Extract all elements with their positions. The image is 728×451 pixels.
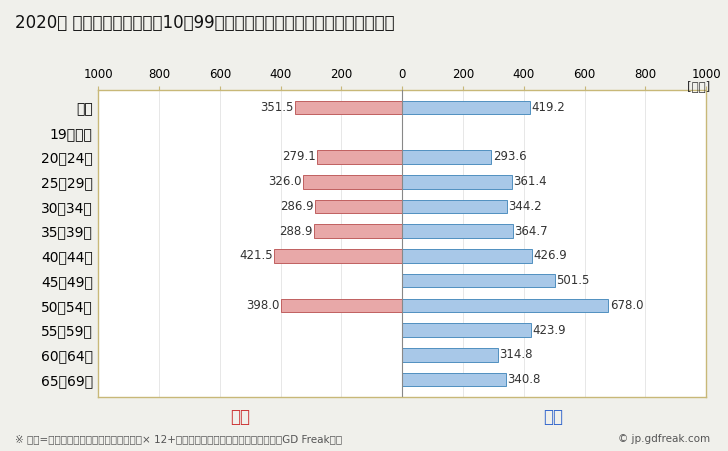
Bar [403,224,513,238]
Bar [317,150,403,164]
Text: 501.5: 501.5 [556,274,590,287]
Text: 340.8: 340.8 [507,373,541,386]
Text: 678.0: 678.0 [610,299,644,312]
Text: 351.5: 351.5 [261,101,294,114]
Text: 314.8: 314.8 [499,348,533,361]
Bar [303,175,403,189]
Bar [403,101,530,114]
Text: [万円]: [万円] [687,81,710,94]
Text: 2020年 民間企業（従業者数10〜99人）フルタイム労働者の男女別平均年収: 2020年 民間企業（従業者数10〜99人）フルタイム労働者の男女別平均年収 [15,14,394,32]
Bar [403,175,512,189]
Text: 293.6: 293.6 [493,151,526,163]
Bar [403,373,506,387]
Bar [403,348,498,362]
Text: 426.9: 426.9 [534,249,567,262]
Text: 421.5: 421.5 [239,249,272,262]
Bar [403,299,609,312]
Text: 364.7: 364.7 [515,225,548,238]
Text: © jp.gdfreak.com: © jp.gdfreak.com [617,434,710,444]
Bar [403,150,491,164]
Bar [403,249,532,262]
Text: 344.2: 344.2 [508,200,542,213]
Bar [274,249,403,262]
Text: 361.4: 361.4 [513,175,547,188]
Bar [403,323,531,337]
Text: ※ 年収=「きまって支給する現金給与額」× 12+「年間賞与その他特別給与額」としてGD Freak推計: ※ 年収=「きまって支給する現金給与額」× 12+「年間賞与その他特別給与額」と… [15,434,341,444]
Bar [315,200,403,213]
Text: 288.9: 288.9 [280,225,313,238]
Text: 326.0: 326.0 [268,175,301,188]
Bar [403,274,555,287]
Text: 398.0: 398.0 [246,299,280,312]
Text: 423.9: 423.9 [533,324,566,336]
Text: 女性: 女性 [230,408,250,426]
Text: 男性: 男性 [543,408,563,426]
Bar [403,200,507,213]
Bar [314,224,403,238]
Text: 279.1: 279.1 [282,151,316,163]
Bar [296,101,403,114]
Text: 286.9: 286.9 [280,200,314,213]
Text: 419.2: 419.2 [531,101,565,114]
Bar [281,299,403,312]
